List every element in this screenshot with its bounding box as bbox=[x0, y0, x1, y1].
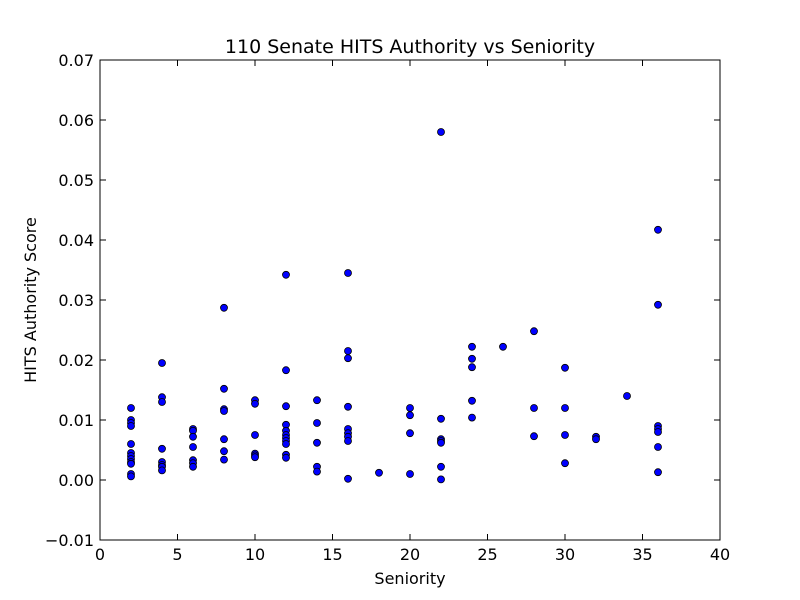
y-tick-label: 0.03 bbox=[58, 291, 94, 310]
data-point bbox=[406, 404, 414, 412]
y-tick-label: 0.07 bbox=[58, 51, 94, 70]
y-tick-label: 0.05 bbox=[58, 171, 94, 190]
y-tick-label: 0.01 bbox=[58, 411, 94, 430]
plot-frame bbox=[99, 59, 721, 541]
data-point bbox=[344, 474, 352, 483]
x-tick-label: 0 bbox=[95, 545, 105, 564]
data-point bbox=[344, 347, 352, 355]
data-point bbox=[313, 467, 321, 476]
data-point bbox=[561, 431, 569, 439]
x-axis-ticks: 0 5 10 15 20 25 30 35 40 bbox=[95, 60, 730, 564]
data-point bbox=[406, 411, 414, 420]
data-point bbox=[406, 429, 414, 438]
data-point bbox=[654, 468, 662, 477]
data-point bbox=[282, 366, 290, 375]
x-tick-label: 25 bbox=[477, 545, 497, 564]
data-point bbox=[220, 303, 228, 312]
data-point bbox=[282, 270, 290, 279]
data-point bbox=[437, 475, 445, 484]
y-tick-label: −0.01 bbox=[45, 531, 94, 550]
data-point bbox=[158, 466, 166, 475]
data-point bbox=[158, 444, 166, 453]
x-tick-label: 35 bbox=[632, 545, 652, 564]
data-point bbox=[282, 453, 290, 462]
data-point bbox=[592, 435, 600, 444]
data-point bbox=[437, 438, 445, 447]
y-axis-ticks: −0.01 0.00 0.01 0.02 0.03 0.04 0.05 0.06 0.07 bbox=[45, 51, 720, 550]
x-tick-label: 20 bbox=[400, 545, 420, 564]
data-point bbox=[499, 342, 507, 351]
data-point bbox=[437, 462, 445, 471]
data-point bbox=[654, 225, 662, 234]
data-point bbox=[189, 432, 197, 441]
data-point bbox=[127, 422, 135, 430]
y-tick-label: 0.06 bbox=[58, 111, 94, 130]
data-point bbox=[282, 440, 290, 448]
data-point bbox=[127, 440, 135, 448]
data-point bbox=[127, 459, 135, 468]
data-point bbox=[220, 447, 228, 456]
data-point bbox=[654, 300, 662, 309]
data-point bbox=[220, 384, 228, 393]
data-point bbox=[530, 327, 538, 336]
data-point bbox=[623, 392, 631, 400]
data-point bbox=[437, 414, 445, 423]
data-point bbox=[220, 407, 228, 415]
data-point bbox=[189, 443, 197, 451]
data-point bbox=[158, 359, 166, 367]
x-tick-label: 5 bbox=[172, 545, 182, 564]
data-point bbox=[158, 398, 166, 406]
y-tick-label: 0.00 bbox=[58, 471, 94, 490]
data-point bbox=[313, 419, 321, 427]
data-point bbox=[654, 443, 662, 451]
data-point bbox=[530, 432, 538, 441]
data-point bbox=[406, 470, 414, 478]
x-tick-label: 15 bbox=[322, 545, 342, 564]
data-point bbox=[468, 396, 476, 405]
data-point bbox=[251, 399, 259, 408]
data-point bbox=[344, 354, 352, 363]
data-point bbox=[375, 468, 383, 477]
data-point bbox=[654, 428, 662, 436]
y-axis-label: HITS Authority Score bbox=[21, 217, 40, 383]
data-point bbox=[313, 396, 321, 405]
data-point bbox=[344, 437, 352, 445]
data-point bbox=[468, 413, 476, 422]
data-point bbox=[344, 269, 352, 277]
data-point bbox=[468, 354, 476, 363]
y-tick-label: 0.04 bbox=[58, 231, 94, 250]
y-tick-label: 0.02 bbox=[58, 351, 94, 370]
data-point bbox=[251, 431, 259, 439]
x-tick-label: 30 bbox=[555, 545, 575, 564]
data-point bbox=[313, 438, 321, 447]
data-point bbox=[561, 459, 569, 468]
data-point bbox=[220, 455, 228, 464]
data-point bbox=[561, 404, 569, 412]
x-axis-label: Seniority bbox=[374, 569, 445, 588]
data-point bbox=[437, 128, 445, 136]
data-point bbox=[282, 402, 290, 411]
data-point bbox=[561, 363, 569, 372]
data-point bbox=[127, 404, 135, 412]
data-point bbox=[127, 472, 135, 481]
data-point bbox=[468, 363, 476, 372]
data-point bbox=[530, 404, 538, 412]
x-tick-label: 10 bbox=[245, 545, 265, 564]
data-points bbox=[127, 128, 662, 484]
data-point bbox=[251, 453, 259, 462]
chart-title: 110 Senate HITS Authority vs Seniority bbox=[225, 36, 595, 58]
data-point bbox=[468, 342, 476, 351]
data-point bbox=[220, 435, 228, 444]
x-tick-label: 40 bbox=[710, 545, 730, 564]
data-point bbox=[189, 462, 197, 471]
data-point bbox=[344, 402, 352, 411]
